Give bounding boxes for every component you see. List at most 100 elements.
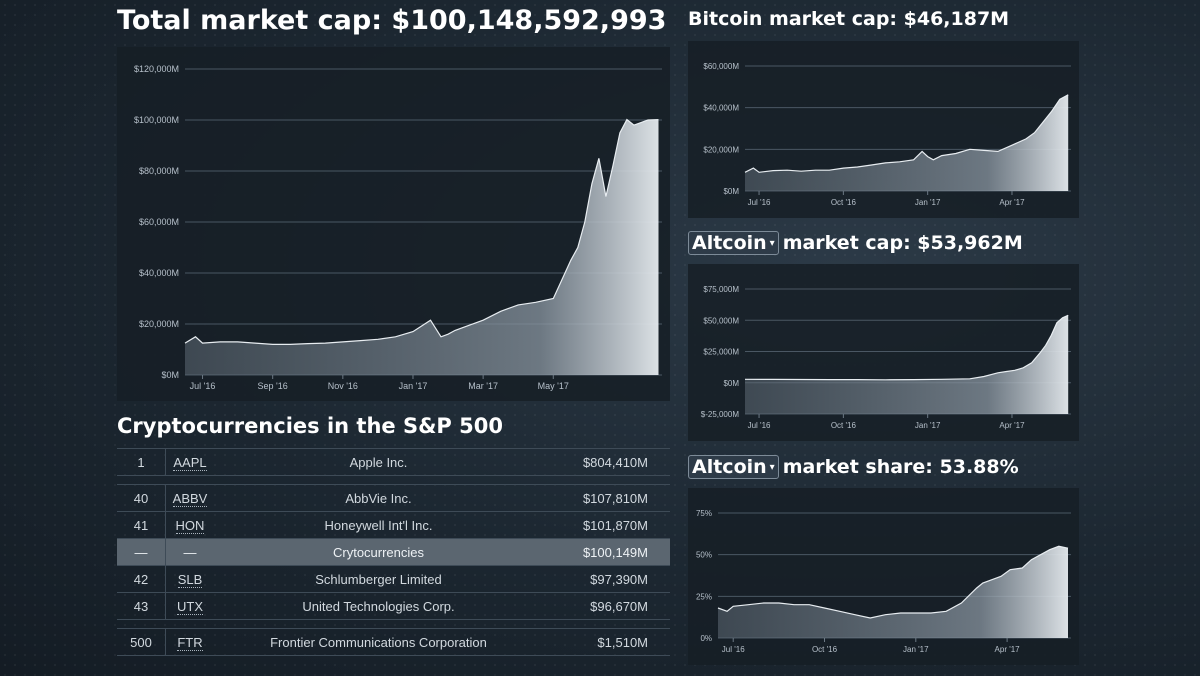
- ticker-cell: SLB: [165, 565, 214, 593]
- bitcoin-chart-panel: $0M $20,000M $40,000M $60,000M Jul '16 Oct '1…: [688, 41, 1079, 218]
- y-tick-label: $0M: [723, 379, 739, 388]
- bitcoin-market-cap-title: Bitcoin market cap: $46,187M: [688, 8, 1010, 30]
- company-name-cell: United Technologies Corp.: [214, 592, 543, 620]
- sp500-table: 1 AAPL Apple Inc. $804,410M 40 ABBV AbbVie Inc…: [117, 448, 670, 656]
- altcoin-market-cap-title: Altcoin ▾ market cap: $53,962M: [688, 231, 1023, 255]
- altcoin-share-selector[interactable]: Altcoin ▾: [688, 455, 779, 479]
- ticker-link[interactable]: AAPL: [173, 454, 207, 471]
- series-line: [717, 545, 1069, 619]
- x-tick-label: May '17: [538, 381, 569, 391]
- ticker-cell: FTR: [165, 628, 214, 656]
- x-tick-label: Jan '17: [915, 421, 941, 430]
- rank-cell: 1: [117, 448, 166, 476]
- y-tick-label: $80,000M: [139, 166, 179, 176]
- x-tick-label: Jul '16: [748, 198, 771, 207]
- x-tick-label: Oct '16: [812, 645, 838, 654]
- series-line: [184, 118, 659, 345]
- rank-cell: 43: [117, 592, 166, 620]
- rank-cell: —: [117, 538, 166, 566]
- chevron-down-icon: ▾: [769, 238, 775, 249]
- market-cap-cell: $1,510M: [543, 628, 670, 656]
- y-tick-label: $60,000M: [703, 62, 739, 71]
- x-tick-label: Oct '16: [831, 198, 857, 207]
- altcoin-share-title-text: market share: 53.88%: [782, 456, 1019, 478]
- y-tick-label: $120,000M: [134, 64, 179, 74]
- x-tick-label: Oct '16: [831, 421, 857, 430]
- y-tick-label: $40,000M: [139, 268, 179, 278]
- table-row: 1 AAPL Apple Inc. $804,410M: [117, 448, 670, 476]
- x-tick-label: Jul '16: [722, 645, 745, 654]
- y-tick-label: $75,000M: [703, 285, 739, 294]
- y-tick-label: $60,000M: [139, 217, 179, 227]
- altcoin-cap-selector-label: Altcoin: [692, 232, 767, 254]
- y-tick-label: $100,000M: [134, 115, 179, 125]
- sp500-section-title: Cryptocurrencies in the S&P 500: [117, 414, 503, 438]
- x-tick-label: Jan '17: [399, 381, 428, 391]
- ticker-link[interactable]: SLB: [177, 571, 203, 588]
- company-name-cell: Honeywell Int'l Inc.: [214, 511, 543, 539]
- y-tick-label: 50%: [696, 551, 712, 560]
- total-market-cap-chart-panel: $0M $20,000M $40,000M $60,000M $80,000M $100,…: [117, 47, 670, 401]
- y-tick-label: $0M: [161, 370, 179, 380]
- x-tick-label: Mar '17: [468, 381, 498, 391]
- table-row: 40 ABBV AbbVie Inc. $107,810M: [117, 484, 670, 512]
- ticker-cell: AAPL: [165, 448, 214, 476]
- total-market-cap-chart: $0M $20,000M $40,000M $60,000M $80,000M $100,…: [134, 64, 662, 391]
- x-tick-label: Nov '16: [328, 381, 358, 391]
- ticker-cell: —: [165, 538, 214, 566]
- table-row: 41 HON Honeywell Int'l Inc. $101,870M: [117, 511, 670, 539]
- y-tick-label: $0M: [723, 187, 739, 196]
- y-tick-label: $40,000M: [703, 104, 739, 113]
- company-name-cell: Schlumberger Limited: [214, 565, 543, 593]
- market-cap-cell: $804,410M: [543, 448, 670, 476]
- altcoin-cap-selector[interactable]: Altcoin ▾: [688, 231, 779, 255]
- y-tick-label: $-25,000M: [701, 410, 740, 419]
- altcoin-share-chart-panel: 0% 25% 50% 75% Jul '16 Oct '16 Jan '17 Apr '17: [688, 488, 1079, 665]
- table-gap: [117, 475, 670, 485]
- company-name-cell: Frontier Communications Corporation: [214, 628, 543, 656]
- chevron-down-icon: ▾: [769, 462, 775, 473]
- area-series: [718, 546, 1068, 638]
- ticker-link[interactable]: HON: [175, 517, 205, 534]
- table-row: 42 SLB Schlumberger Limited $97,390M: [117, 565, 670, 593]
- ticker-cell: UTX: [165, 592, 214, 620]
- altcoin-market-share-title: Altcoin ▾ market share: 53.88%: [688, 455, 1019, 479]
- rank-cell: 42: [117, 565, 166, 593]
- ticker-link[interactable]: UTX: [177, 598, 203, 615]
- x-tick-label: Sep '16: [258, 381, 288, 391]
- market-cap-cell: $101,870M: [543, 511, 670, 539]
- company-name-cell: Apple Inc.: [214, 448, 543, 476]
- series-line: [744, 314, 1069, 381]
- y-tick-label: $50,000M: [703, 316, 739, 325]
- rank-cell: 500: [117, 628, 166, 656]
- series-line: [744, 94, 1069, 173]
- ticker-link[interactable]: FTR: [177, 634, 203, 651]
- y-tick-label: $25,000M: [703, 348, 739, 357]
- ticker-cell: HON: [165, 511, 214, 539]
- market-cap-cell: $96,670M: [543, 592, 670, 620]
- area-series: [185, 119, 659, 375]
- rank-cell: 41: [117, 511, 166, 539]
- rank-cell: 40: [117, 484, 166, 512]
- altcoin-market-cap-chart: $-25,000M $0M $25,000M $50,000M $75,000M Jul …: [701, 285, 1071, 430]
- ticker-cell: ABBV: [165, 484, 214, 512]
- x-tick-label: Jul '16: [748, 421, 771, 430]
- table-row: 500 FTR Frontier Communications Corporatio…: [117, 628, 670, 656]
- altcoin-cap-title-text: market cap: $53,962M: [782, 232, 1023, 254]
- company-name-cell: Crytocurrencies: [214, 538, 543, 566]
- market-cap-cell: $107,810M: [543, 484, 670, 512]
- company-name-cell: AbbVie Inc.: [214, 484, 543, 512]
- x-tick-label: Jan '17: [915, 198, 941, 207]
- area-series: [745, 315, 1069, 414]
- table-row: — — Crytocurrencies $100,149M: [117, 538, 670, 566]
- bitcoin-market-cap-chart: $0M $20,000M $40,000M $60,000M Jul '16 Oct '1…: [703, 62, 1071, 207]
- table-gap: [117, 619, 670, 629]
- altcoin-share-selector-label: Altcoin: [692, 456, 767, 478]
- altcoin-cap-chart-panel: $-25,000M $0M $25,000M $50,000M $75,000M Jul …: [688, 264, 1079, 441]
- ticker-link[interactable]: ABBV: [172, 490, 208, 507]
- x-tick-label: Jul '16: [190, 381, 216, 391]
- y-tick-label: $20,000M: [139, 319, 179, 329]
- area-series: [745, 94, 1069, 191]
- x-tick-label: Apr '17: [995, 645, 1021, 654]
- market-cap-cell: $100,149M: [543, 538, 670, 566]
